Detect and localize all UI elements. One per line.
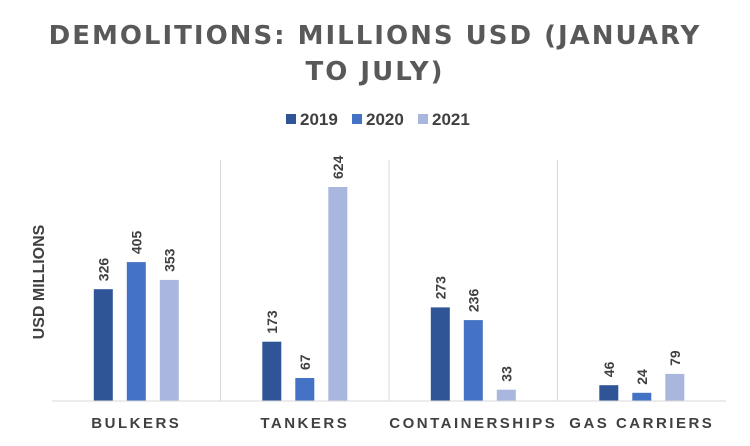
data-label-containerships-2021: 33: [498, 366, 514, 382]
data-label-bulkers-2020: 405: [128, 231, 144, 255]
bar-bulkers-2021: [159, 279, 179, 401]
bar-bulkers-2019: [93, 289, 113, 401]
data-label-gas-carriers-2020: 24: [634, 369, 650, 385]
legend-swatch-2021: [418, 114, 428, 124]
data-label-containerships-2019: 273: [432, 276, 448, 300]
legend-label-2019: 2019: [300, 110, 338, 129]
category-label-containerships: CONTAINERSHIPS: [389, 415, 557, 432]
bar-tankers-2021: [328, 187, 348, 401]
category-label-tankers: TANKERS: [260, 415, 349, 432]
bar-gas-carriers-2021: [665, 373, 685, 401]
bar-containerships-2020: [463, 320, 483, 401]
data-label-bulkers-2021: 353: [161, 248, 177, 272]
data-label-containerships-2020: 236: [465, 289, 481, 313]
bar-gas-carriers-2019: [599, 385, 619, 401]
y-axis-label: USD MILLIONS: [31, 224, 48, 339]
legend: 2019 2020 2021: [286, 110, 470, 129]
data-labels: 326 405 353 173 67 624 273 236 33 46 24 79: [95, 155, 683, 385]
bar-gas-carriers-2020: [632, 392, 652, 401]
chart-title-line-2: TO JULY): [306, 57, 445, 87]
data-label-tankers-2019: 173: [264, 310, 280, 334]
data-label-bulkers-2019: 326: [95, 258, 111, 282]
bar-bulkers-2020: [126, 262, 146, 401]
data-label-tankers-2021: 624: [330, 155, 346, 179]
legend-swatch-2019: [286, 114, 296, 124]
data-label-gas-carriers-2019: 46: [601, 361, 617, 377]
bar-containerships-2019: [430, 307, 450, 401]
bars: [93, 187, 685, 401]
category-label-bulkers: BULKERS: [91, 415, 181, 432]
legend-label-2020: 2020: [366, 110, 404, 129]
category-separators: [220, 160, 558, 401]
bar-tankers-2019: [262, 341, 282, 401]
legend-label-2021: 2021: [432, 110, 470, 129]
data-label-gas-carriers-2021: 79: [667, 350, 683, 366]
data-label-tankers-2020: 67: [297, 354, 313, 370]
bar-tankers-2020: [295, 378, 315, 401]
bar-containerships-2021: [496, 389, 516, 401]
chart-title-line-1: DEMOLITIONS: MILLIONS USD (JANUARY: [49, 21, 702, 51]
category-labels: BULKERS TANKERS CONTAINERSHIPS GAS CARRIERS: [91, 415, 714, 432]
category-label-gas-carriers: GAS CARRIERS: [569, 415, 714, 432]
legend-swatch-2020: [352, 114, 362, 124]
